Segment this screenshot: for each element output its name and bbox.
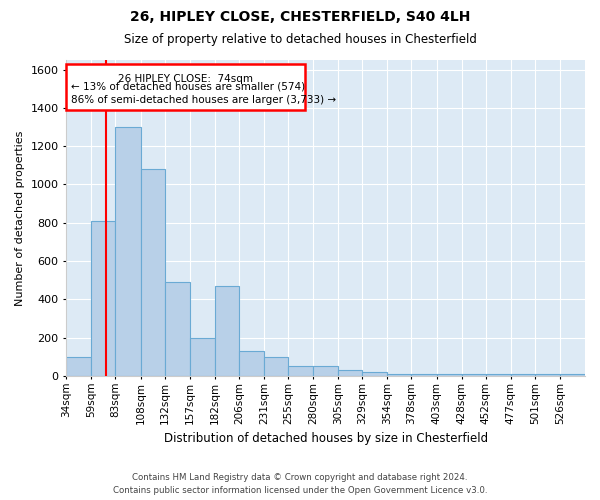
Bar (485, 374, 511, 376)
Bar (190, 338, 215, 376)
Bar (264, 357, 288, 376)
Bar (313, 366, 338, 376)
Bar (511, 374, 535, 376)
Y-axis label: Number of detached properties: Number of detached properties (15, 130, 25, 306)
Bar (239, 351, 264, 376)
Bar (461, 374, 485, 376)
Bar (164, 282, 190, 376)
X-axis label: Distribution of detached houses by size in Chesterfield: Distribution of detached houses by size … (164, 432, 488, 445)
Text: 26, HIPLEY CLOSE, CHESTERFIELD, S40 4LH: 26, HIPLEY CLOSE, CHESTERFIELD, S40 4LH (130, 10, 470, 24)
Bar (437, 374, 461, 376)
Text: 26 HIPLEY CLOSE:  74sqm: 26 HIPLEY CLOSE: 74sqm (118, 74, 253, 84)
Bar (288, 366, 313, 376)
Text: 86% of semi-detached houses are larger (3,733) →: 86% of semi-detached houses are larger (… (71, 94, 337, 104)
FancyBboxPatch shape (67, 64, 305, 110)
Bar (535, 374, 560, 376)
Bar (560, 374, 585, 376)
Bar (67, 357, 91, 376)
Bar (388, 374, 412, 376)
Bar (412, 374, 437, 376)
Bar (140, 169, 164, 376)
Bar (115, 127, 140, 376)
Bar (362, 372, 388, 376)
Bar (215, 286, 239, 376)
Text: ← 13% of detached houses are smaller (574): ← 13% of detached houses are smaller (57… (71, 82, 305, 92)
Text: Contains HM Land Registry data © Crown copyright and database right 2024.
Contai: Contains HM Land Registry data © Crown c… (113, 474, 487, 495)
Text: Size of property relative to detached houses in Chesterfield: Size of property relative to detached ho… (124, 32, 476, 46)
Bar (91, 221, 115, 376)
Bar (338, 370, 362, 376)
